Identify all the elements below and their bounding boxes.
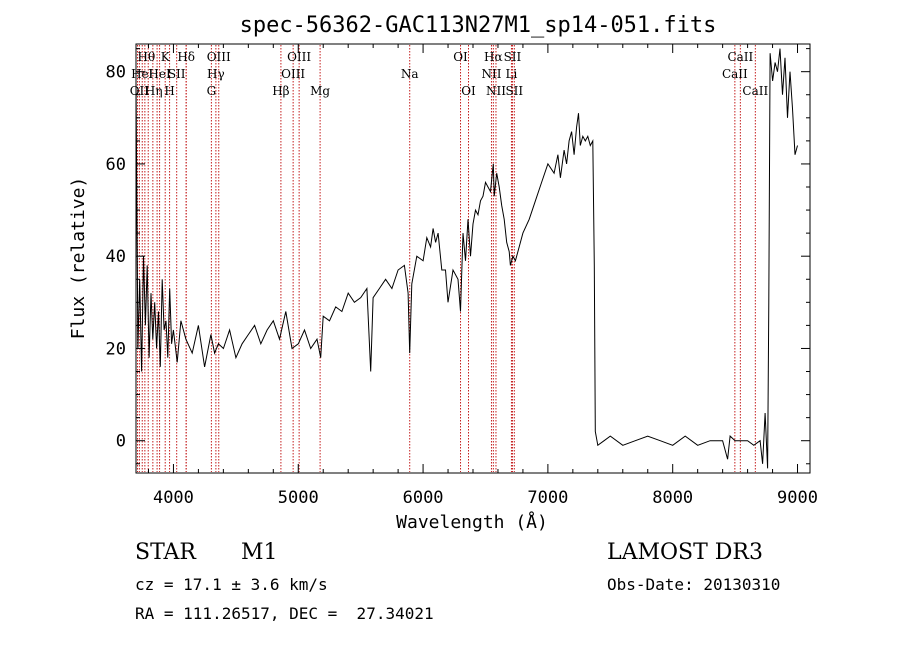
line-label: HeI <box>148 67 171 81</box>
x-tick-label: 4000 <box>153 488 194 508</box>
y-tick-label: 20 <box>106 339 126 359</box>
x-tick-label: 7000 <box>527 488 568 508</box>
spectral-line-markers <box>136 45 756 472</box>
x-axis-label: Wavelength (Å) <box>396 511 548 533</box>
line-label: OI <box>453 50 468 64</box>
line-label: Hβ <box>272 84 289 98</box>
line-label: OII <box>130 84 150 98</box>
chart-title: spec-56362-GAC113N27M1_sp14-051.fits <box>240 13 717 38</box>
line-label: CaII <box>722 67 748 81</box>
y-tick-label: 60 <box>106 155 126 175</box>
y-axis-label: Flux (relative) <box>68 177 89 340</box>
coordinates: RA = 111.26517, DEC = 27.34021 <box>135 604 434 623</box>
line-label: SII <box>504 50 522 64</box>
object-subclass: M1 <box>241 540 278 565</box>
line-label: Na <box>401 67 419 81</box>
line-label: OIII <box>207 50 231 64</box>
line-label: Li <box>506 67 518 81</box>
plot-frame <box>135 43 811 474</box>
line-label: NII <box>481 67 501 81</box>
line-label: Hη <box>145 84 163 98</box>
line-label: K <box>161 50 171 64</box>
line-label: OIII <box>281 67 305 81</box>
redshift-cz: cz = 17.1 ± 3.6 km/s <box>135 575 328 594</box>
line-label: HeI <box>131 67 154 81</box>
line-label: Hθ <box>137 50 155 64</box>
y-tick-label: 0 <box>116 432 126 452</box>
line-label: OIII <box>287 50 311 64</box>
y-axis-ticks: 0 20 40 60 80 <box>106 48 810 465</box>
y-tick-label: 40 <box>106 247 126 267</box>
x-axis-ticks: 4000 5000 6000 7000 8000 9000 <box>147 44 818 508</box>
line-label: Hγ <box>207 67 225 81</box>
line-label: CaII <box>742 84 768 98</box>
line-label: Mg <box>310 84 330 98</box>
survey-name: LAMOST DR3 <box>607 540 763 565</box>
object-class: STAR <box>135 540 197 565</box>
obs-date: Obs-Date: 20130310 <box>607 575 780 594</box>
line-label: Hα <box>484 50 503 64</box>
x-tick-label: 6000 <box>403 488 444 508</box>
x-tick-label: 8000 <box>652 488 693 508</box>
y-tick-label: 80 <box>106 63 126 83</box>
line-label: H <box>164 84 174 98</box>
x-tick-label: 9000 <box>777 488 818 508</box>
line-label: CaII <box>727 50 753 64</box>
line-label: SII <box>168 67 186 81</box>
x-tick-label: 5000 <box>278 488 319 508</box>
spectral-line-labels: Hθ OII HeI Hη HeI K H SII Hδ G Hγ OIII Hβ OIII OIII Mg N… <box>130 50 769 98</box>
line-label: G <box>207 84 217 98</box>
line-label: Hδ <box>177 50 195 64</box>
line-label: OI <box>461 84 476 98</box>
line-label: SII <box>505 84 523 98</box>
line-label: NII <box>486 84 506 98</box>
spectrum-line <box>135 48 798 469</box>
